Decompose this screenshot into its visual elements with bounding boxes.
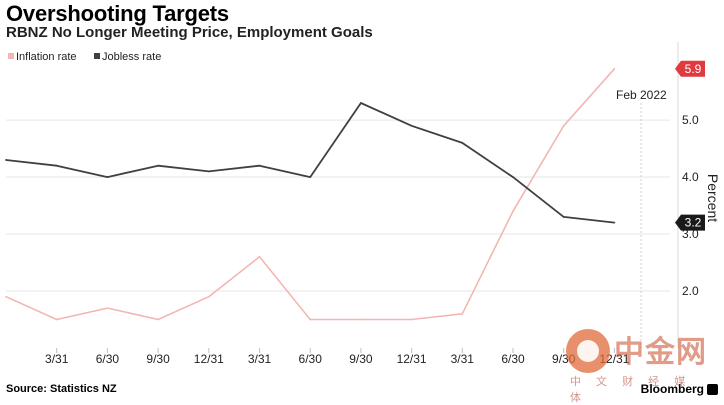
data-point [5,159,7,161]
x-tick-label: 9/30 [146,352,170,366]
x-tick-label: 12/31 [599,352,629,366]
value-badge [675,60,705,77]
value-badge [675,214,705,231]
source-note: Source: Statistics NZ [6,383,117,395]
value-badge-label: 5.9 [685,62,702,76]
chart-subtitle: RBNZ No Longer Meeting Price, Employment… [6,24,373,41]
value-badge-label: 3.2 [685,216,702,230]
x-tick-label: 6/30 [299,352,323,366]
data-point [207,295,210,298]
data-point [55,318,58,321]
data-point [106,176,109,178]
data-point [258,255,261,258]
data-point [157,318,160,321]
data-point [613,221,616,224]
x-tick-label: 12/31 [194,352,224,366]
data-point [562,124,565,127]
x-tick-label: 6/30 [96,352,120,366]
x-tick-label: 6/30 [501,352,525,366]
legend-swatch [8,53,14,59]
data-point [512,210,514,213]
data-point [106,307,109,310]
data-point [157,164,160,167]
data-point [410,124,413,127]
data-point [360,318,362,321]
legend-label: Inflation rate [16,51,77,63]
bloomberg-icon [707,384,718,395]
data-point [613,67,616,70]
x-tick-label: 9/30 [552,352,576,366]
series-line-jobless [5,102,615,224]
y-tick-label: 4.0 [682,170,699,184]
annotation-label: Feb 2022 [616,88,667,102]
y-tick-label: 2.0 [682,284,699,298]
data-point [5,295,7,298]
data-point [562,216,565,218]
y-tick-label: 5.0 [682,113,699,127]
chart-title: Overshooting Targets [6,1,229,26]
x-tick-label: 3/31 [451,352,475,366]
brand-logo-text: Bloomberg [640,382,704,396]
data-point [207,170,210,173]
data-point [55,164,58,167]
data-point [360,102,362,104]
data-point [309,176,312,178]
x-tick-label: 3/31 [248,352,272,366]
data-point [512,176,514,178]
data-point [258,164,261,167]
x-tick-label: 12/31 [397,352,427,366]
legend-swatch [94,53,100,59]
y-axis-label: Percent [705,174,721,222]
series-line-inflation [5,68,615,321]
data-point [461,141,464,144]
data-point [410,318,413,321]
data-point [461,312,464,315]
x-tick-label: 3/31 [45,352,69,366]
x-tick-label: 9/30 [349,352,373,366]
legend-label: Jobless rate [102,51,161,63]
data-point [309,318,312,321]
